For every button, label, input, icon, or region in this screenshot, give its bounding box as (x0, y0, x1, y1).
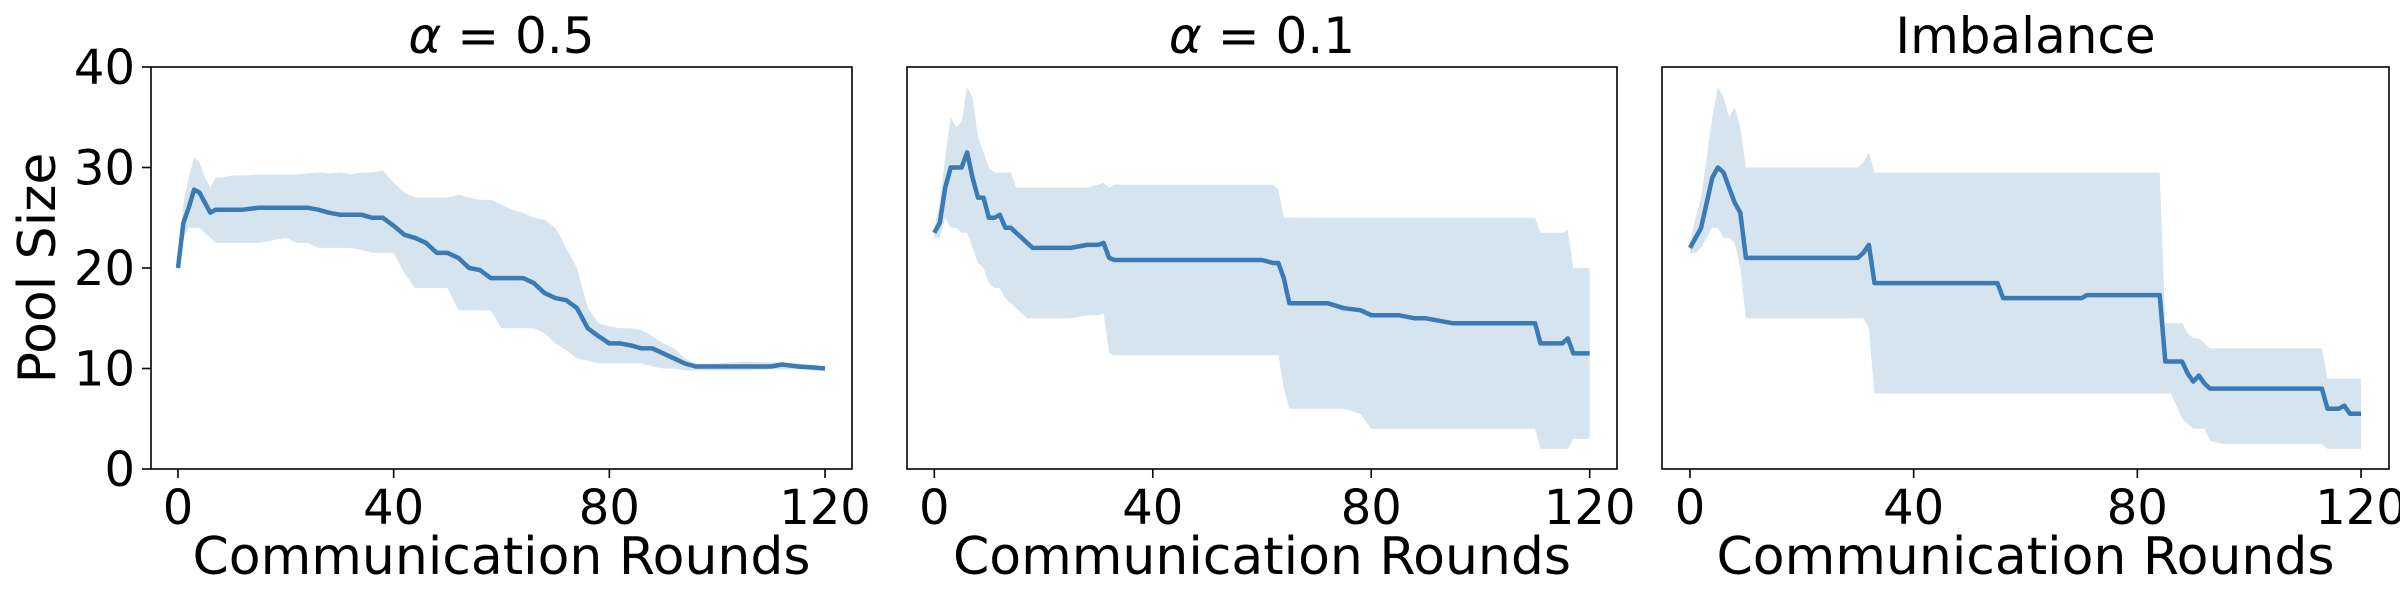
y-axis-label: Pool Size (8, 153, 68, 384)
mean-line (175, 187, 826, 371)
x-tick-label: 0 (919, 480, 950, 536)
panel-title: Imbalance (1895, 7, 2155, 65)
mean-line (932, 150, 1590, 356)
confidence-band (934, 87, 1590, 449)
panel-title: α = 0.1 (1169, 7, 1355, 65)
confidence-band (1690, 87, 2361, 449)
panel-3: 0 40 80 120 Imbalance Communication Rounds (1661, 7, 2400, 587)
panel-title: α = 0.5 (408, 7, 594, 65)
y-tick-label: 10 (74, 342, 135, 398)
mean-line (1688, 165, 2361, 416)
x-axis-label: Communication Rounds (1716, 527, 2334, 587)
x-tick-label: 80 (1341, 480, 1402, 536)
x-tick-label: 80 (579, 480, 640, 536)
x-tick-label: 80 (2107, 480, 2168, 536)
y-tick-label: 0 (104, 442, 135, 498)
x-tick-label: 40 (1122, 480, 1183, 536)
panel-2: 0 40 80 120 α = 0.1 Communication Rounds (906, 7, 1636, 587)
x-tick-label: 40 (363, 480, 424, 536)
x-tick-label: 120 (1544, 480, 1636, 536)
y-tick-label: 40 (74, 40, 135, 96)
plot-frame (906, 66, 1618, 470)
x-tick-label: 0 (163, 480, 194, 536)
x-tick-label: 0 (1675, 480, 1706, 536)
panel-1: 0 40 80 120 0 10 20 30 40 α = 0.5 Communication Ro… (8, 7, 871, 587)
x-axis-label: Communication Rounds (953, 527, 1571, 587)
x-tick-label: 120 (779, 480, 871, 536)
x-axis-label: Communication Rounds (192, 527, 810, 587)
x-tick-label: 120 (2315, 480, 2400, 536)
x-tick-label: 40 (1883, 480, 1944, 536)
confidence-band (178, 157, 825, 371)
plot-frame (1661, 66, 2390, 470)
y-tick-label: 30 (74, 141, 135, 197)
y-tick-label: 20 (74, 241, 135, 297)
